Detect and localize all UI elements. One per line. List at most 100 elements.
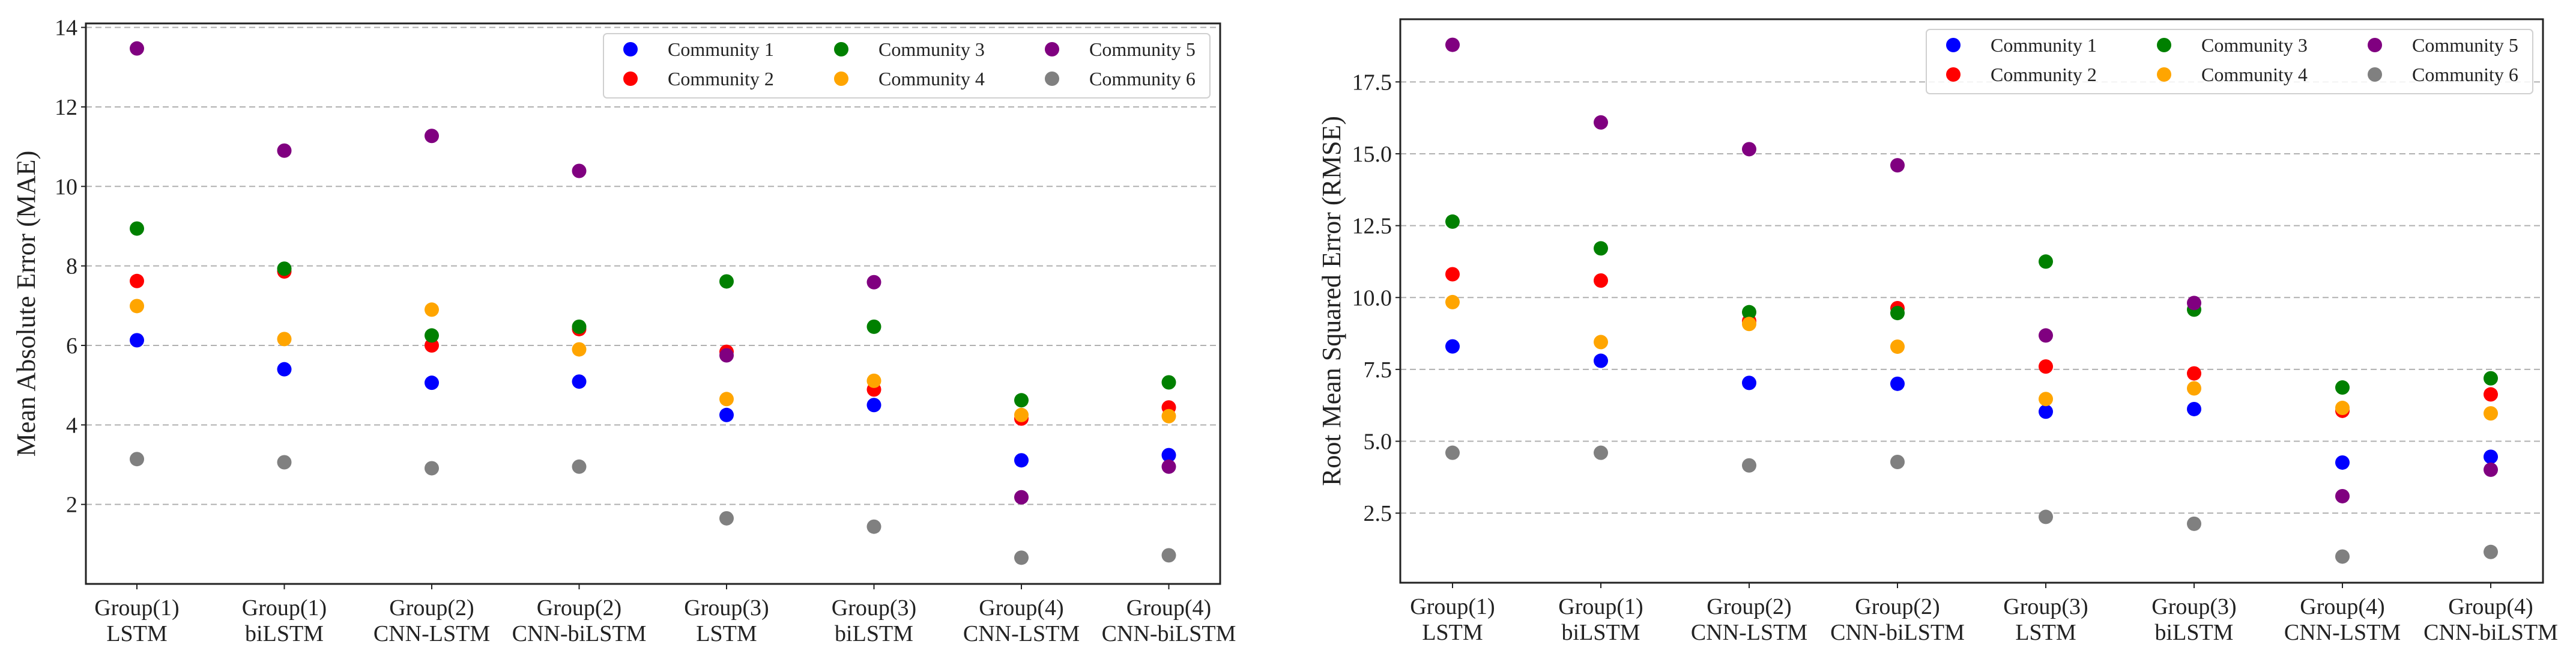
legend-marker <box>1946 67 1961 82</box>
x-tick-label: biLSTM <box>245 621 324 646</box>
legend: Community 1 Community 2 Community 3 Communi… <box>603 33 1211 99</box>
data-point-community-4 <box>572 342 587 357</box>
legend-marker <box>1045 42 1059 56</box>
x-tick-label: LSTM <box>2015 620 2076 645</box>
y-axis-label: Root Mean Squared Error (RMSE) <box>1317 116 1346 486</box>
data-point-community-5 <box>277 143 292 158</box>
data-point-community-5 <box>1161 459 1176 474</box>
data-point-community-6 <box>572 459 587 474</box>
x-tick-label: CNN-biLSTM <box>512 621 647 646</box>
legend-marker <box>2157 38 2171 52</box>
y-tick-label: 4 <box>66 413 77 438</box>
data-point-community-5 <box>1890 158 1905 173</box>
x-tick-label: CNN-biLSTM <box>1102 621 1236 646</box>
data-point-community-3 <box>1445 214 1460 229</box>
legend-marker <box>1045 71 1059 86</box>
data-point-community-2 <box>425 338 439 353</box>
data-point-community-3 <box>1014 393 1029 408</box>
data-point-community-5 <box>866 275 881 290</box>
y-tick-label: 6 <box>66 333 77 359</box>
data-point-community-6 <box>1014 550 1029 565</box>
legend-label: Community 1 <box>1991 34 2097 56</box>
legend-label: Community 6 <box>1089 68 1196 90</box>
data-point-community-5 <box>2039 328 2053 343</box>
data-point-community-5 <box>1014 490 1029 505</box>
data-point-community-1 <box>2484 449 2498 464</box>
data-point-community-1 <box>425 375 439 390</box>
data-point-community-4 <box>866 373 881 388</box>
data-point-community-1 <box>572 374 587 389</box>
data-point-community-5 <box>1445 37 1460 52</box>
data-point-community-3 <box>2335 380 2350 395</box>
y-tick-label: 7.5 <box>1364 357 1392 383</box>
x-tick-label: Group(1) <box>1558 594 1643 619</box>
data-point-community-5 <box>572 163 587 178</box>
legend-marker <box>834 71 848 86</box>
data-point-community-6 <box>1594 445 1608 460</box>
legend-label: Community 1 <box>668 38 774 60</box>
data-point-community-3 <box>1742 305 1756 320</box>
data-point-community-5 <box>1594 115 1608 130</box>
data-point-community-1 <box>2187 401 2201 416</box>
legend-label: Community 2 <box>1991 64 2097 85</box>
data-point-community-5 <box>130 41 144 56</box>
legend: Community 1 Community 2 Community 3 Communi… <box>1926 29 2533 94</box>
x-tick-label: Group(4) <box>979 595 1063 621</box>
legend-label: Community 2 <box>668 68 774 90</box>
x-tick-label: CNN-LSTM <box>373 621 490 646</box>
x-tick-label: LSTM <box>106 621 167 646</box>
data-point-community-1 <box>130 333 144 348</box>
data-point-community-4 <box>2335 401 2350 416</box>
data-point-community-4 <box>2484 406 2498 421</box>
x-tick-label: Group(2) <box>537 595 621 621</box>
legend-label: Community 5 <box>2412 34 2518 56</box>
data-point-community-4 <box>130 299 144 314</box>
y-tick-label: 14 <box>55 16 77 41</box>
data-point-community-4 <box>2039 392 2053 407</box>
data-point-community-4 <box>1161 409 1176 424</box>
data-point-community-3 <box>130 221 144 236</box>
data-point-community-1 <box>1594 353 1608 368</box>
data-point-community-6 <box>719 511 734 526</box>
legend-marker <box>834 42 848 56</box>
data-point-community-3 <box>719 274 734 289</box>
data-point-community-4 <box>277 332 292 347</box>
data-point-community-4 <box>1594 335 1608 350</box>
data-point-community-5 <box>2484 462 2498 477</box>
x-tick-label: LSTM <box>696 621 757 646</box>
x-tick-label: Group(2) <box>1707 594 1791 619</box>
legend-label: Community 6 <box>2412 64 2518 85</box>
legend-marker <box>2368 38 2382 52</box>
data-point-community-4 <box>1445 294 1460 309</box>
data-point-community-1 <box>1445 339 1460 354</box>
data-point-community-5 <box>1742 142 1756 157</box>
x-tick-label: Group(3) <box>2151 594 2236 619</box>
chart-1: 2468101214Group(1)LSTMGroup(1)biLSTMGrou… <box>11 16 1236 646</box>
data-point-community-1 <box>277 362 292 377</box>
x-tick-label: biLSTM <box>835 621 913 646</box>
x-tick-label: CNN-LSTM <box>2284 620 2401 645</box>
x-tick-label: Group(1) <box>242 595 327 621</box>
data-point-community-6 <box>2335 549 2350 564</box>
y-tick-label: 12.5 <box>1352 214 1392 239</box>
y-tick-label: 8 <box>66 254 77 279</box>
data-point-community-1 <box>1890 376 1905 391</box>
legend-label: Community 5 <box>1089 38 1196 60</box>
data-point-community-4 <box>1742 317 1756 332</box>
data-point-community-6 <box>130 452 144 467</box>
legend-marker <box>2368 67 2382 82</box>
data-point-community-3 <box>2039 254 2053 269</box>
data-point-community-1 <box>2039 404 2053 419</box>
legend-marker <box>623 71 638 86</box>
legend-label: Community 4 <box>878 68 985 90</box>
x-tick-label: CNN-biLSTM <box>2423 620 2558 645</box>
x-tick-label: biLSTM <box>1562 620 1640 645</box>
data-point-community-3 <box>1594 241 1608 256</box>
data-point-community-1 <box>1742 375 1756 390</box>
x-tick-label: Group(1) <box>1410 594 1495 619</box>
data-point-community-6 <box>1445 445 1460 460</box>
y-axis-label: Mean Absolute Error (MAE) <box>11 151 41 457</box>
data-point-community-6 <box>2039 509 2053 524</box>
data-point-community-3 <box>1161 375 1176 390</box>
data-point-community-6 <box>2187 516 2201 531</box>
